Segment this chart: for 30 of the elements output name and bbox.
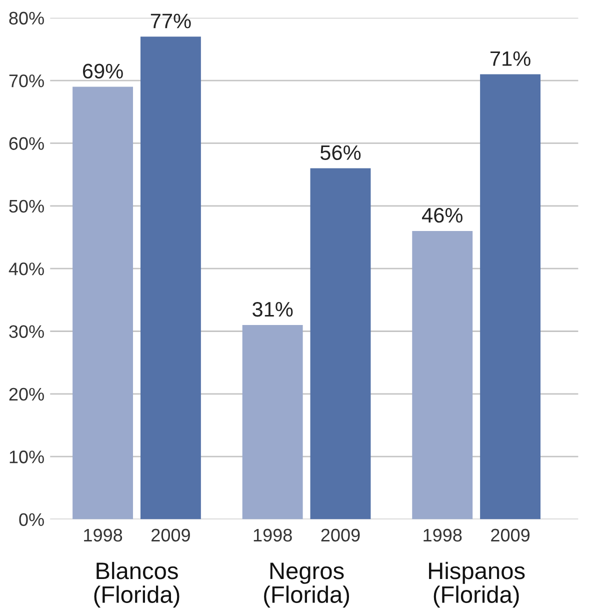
bar <box>72 86 134 520</box>
text: 1998 <box>254 528 292 542</box>
text: 1998 <box>424 528 462 542</box>
bar <box>140 36 201 520</box>
x-tick-label: Hispanos (Florida) <box>429 562 525 608</box>
x-tick-label: Negros (Florida) <box>264 562 350 608</box>
series-label: 1998 <box>84 528 122 542</box>
data-label: 31% <box>252 302 293 317</box>
data-label: 71% <box>490 51 530 66</box>
data-label: 46% <box>422 208 462 223</box>
text: 2009 <box>491 528 530 542</box>
x-tick-label: Blancos (Florida) <box>94 562 180 608</box>
data-label: 56% <box>320 145 361 160</box>
y-tick-label: 0% <box>19 513 44 526</box>
y-tick-label: 20% <box>9 388 44 401</box>
y-tick-label: 70% <box>9 74 44 88</box>
y-tick-label: 50% <box>9 200 44 213</box>
text: 2009 <box>321 528 360 542</box>
y-tick-label: 30% <box>9 325 44 338</box>
y-tick-label: 10% <box>10 450 44 464</box>
bar <box>242 324 303 520</box>
bar <box>480 74 541 520</box>
data-label: 69% <box>82 64 123 79</box>
series-label: 2009 <box>152 528 190 542</box>
bar <box>310 168 371 520</box>
bar <box>412 230 473 520</box>
data-label: 77% <box>150 14 191 28</box>
y-tick-label: 40% <box>8 262 44 276</box>
y-tick-label: 60% <box>9 137 44 150</box>
y-tick-label: 80% <box>9 12 44 25</box>
